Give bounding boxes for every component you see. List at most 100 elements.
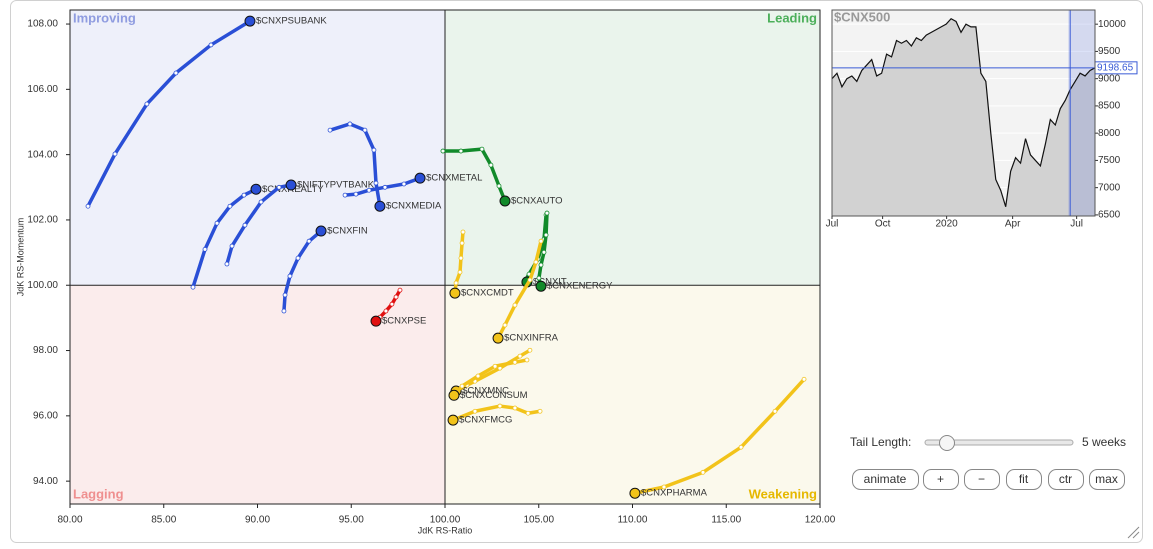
tail-point: [190, 284, 196, 290]
tail-point: [327, 127, 333, 133]
plot-frame: [831, 9, 1096, 217]
tail-point: [488, 162, 494, 168]
series-label: $CNXPSE: [382, 316, 426, 327]
button-frame[interactable]: [1006, 469, 1042, 490]
tail-point: [227, 203, 233, 209]
tail-point: [276, 184, 282, 190]
tail-point: [371, 147, 377, 153]
x-tick-label: Jul: [826, 219, 839, 230]
series-label: $CNXFIN: [327, 226, 368, 237]
series-label: $CNXENERGY: [547, 281, 613, 292]
tail-point: [287, 273, 293, 279]
button-frame[interactable]: [1089, 469, 1125, 490]
tail-point: [541, 249, 547, 255]
control-button[interactable]: +: [923, 469, 959, 490]
slider-handle[interactable]: [939, 435, 955, 451]
tail-point: [512, 405, 518, 411]
tail-length-label: Tail Length:: [850, 435, 911, 449]
y-tick-label: 108.00: [27, 19, 58, 30]
rrg-chart: Improving Leading Lagging Weakening 80.00 85.…: [15, 9, 836, 535]
head-marker[interactable]: [449, 287, 461, 299]
tail-point: [353, 191, 359, 197]
mini-chart: 6500 7000 7500 8000 8500 9000 9500 10000 9198.65…: [826, 9, 1138, 230]
head-marker[interactable]: [285, 179, 297, 191]
series-label: $CNXMETAL: [426, 173, 482, 184]
tail-point: [457, 269, 463, 275]
tail-point: [738, 444, 744, 450]
tail-point: [347, 121, 353, 127]
head-marker[interactable]: [535, 280, 547, 292]
control-button[interactable]: −: [964, 469, 1000, 490]
head-marker[interactable]: [448, 389, 460, 401]
button-label[interactable]: fit: [1019, 472, 1029, 486]
y-tick-label: 100.00: [27, 280, 58, 291]
button-label[interactable]: +: [937, 472, 944, 486]
button-frame[interactable]: [852, 469, 919, 490]
control-button[interactable]: fit: [1006, 469, 1042, 490]
y-tick-label: 7000: [1098, 182, 1121, 193]
series-label: $CNXINFRA: [504, 333, 559, 344]
quadrant-label: Leading: [767, 10, 817, 25]
tail: [441, 147, 507, 203]
y-tick-label: 9500: [1098, 46, 1121, 57]
tail-point: [512, 359, 518, 365]
tail-point: [801, 376, 807, 382]
tail-point: [401, 181, 407, 187]
quadrant-label: Improving: [73, 10, 136, 25]
tail-point: [173, 70, 179, 76]
tail-point: [366, 187, 372, 193]
x-tick-label: 95.00: [339, 515, 364, 526]
tail-point: [440, 148, 446, 154]
tail-point: [543, 232, 549, 238]
tail-point: [208, 42, 214, 48]
button-frame[interactable]: [964, 469, 1000, 490]
quadrant-label: Weakening: [749, 486, 817, 501]
control-button[interactable]: animate: [852, 469, 919, 490]
tail-point: [538, 238, 544, 244]
head-marker[interactable]: [492, 332, 504, 344]
tail-point: [512, 302, 518, 308]
head-marker[interactable]: [414, 172, 426, 184]
button-label[interactable]: −: [978, 472, 985, 486]
tail-point: [229, 243, 235, 249]
x-tick-label: 2020: [936, 219, 959, 230]
head-marker[interactable]: [370, 315, 382, 327]
tail-point: [383, 308, 389, 314]
button-label[interactable]: max: [1095, 472, 1118, 486]
series-label: $CNXPSUBANK: [256, 16, 327, 27]
button-frame[interactable]: [1048, 469, 1084, 490]
head-marker[interactable]: [315, 225, 327, 237]
head-marker[interactable]: [499, 195, 511, 207]
tail-point: [533, 259, 539, 265]
x-tick-label: 100.00: [430, 515, 461, 526]
y-tick-label: 6500: [1098, 210, 1121, 221]
x-tick-label: Apr: [1005, 219, 1021, 230]
quadrant-label: Lagging: [73, 486, 124, 501]
button-frame[interactable]: [923, 469, 959, 490]
head-marker[interactable]: [374, 200, 386, 212]
tail-point: [492, 363, 498, 369]
mini-title: $CNX500: [834, 9, 890, 24]
tail-point: [544, 210, 550, 216]
head-marker[interactable]: [250, 183, 262, 195]
x-axis-title: JdK RS-Ratio: [418, 525, 473, 535]
control-button[interactable]: max: [1089, 469, 1125, 490]
head-marker[interactable]: [629, 487, 641, 499]
y-tick-label: 7500: [1098, 155, 1121, 166]
button-label[interactable]: ctr: [1059, 472, 1072, 486]
button-label[interactable]: animate: [864, 472, 907, 486]
head-marker[interactable]: [244, 15, 256, 27]
tail-point: [661, 484, 667, 490]
tail-point: [524, 357, 530, 363]
y-tick-label: 8500: [1098, 101, 1121, 112]
tail-point: [525, 410, 531, 416]
series-label: $CNXCONSUM: [460, 390, 528, 401]
tail-point: [242, 222, 248, 228]
last-value-label: 9198.65: [1097, 62, 1134, 73]
control-button[interactable]: ctr: [1048, 469, 1084, 490]
resize-grip[interactable]: [1127, 526, 1140, 539]
slider-track[interactable]: [924, 439, 1074, 446]
tail: [328, 122, 382, 208]
head-marker[interactable]: [447, 414, 459, 426]
